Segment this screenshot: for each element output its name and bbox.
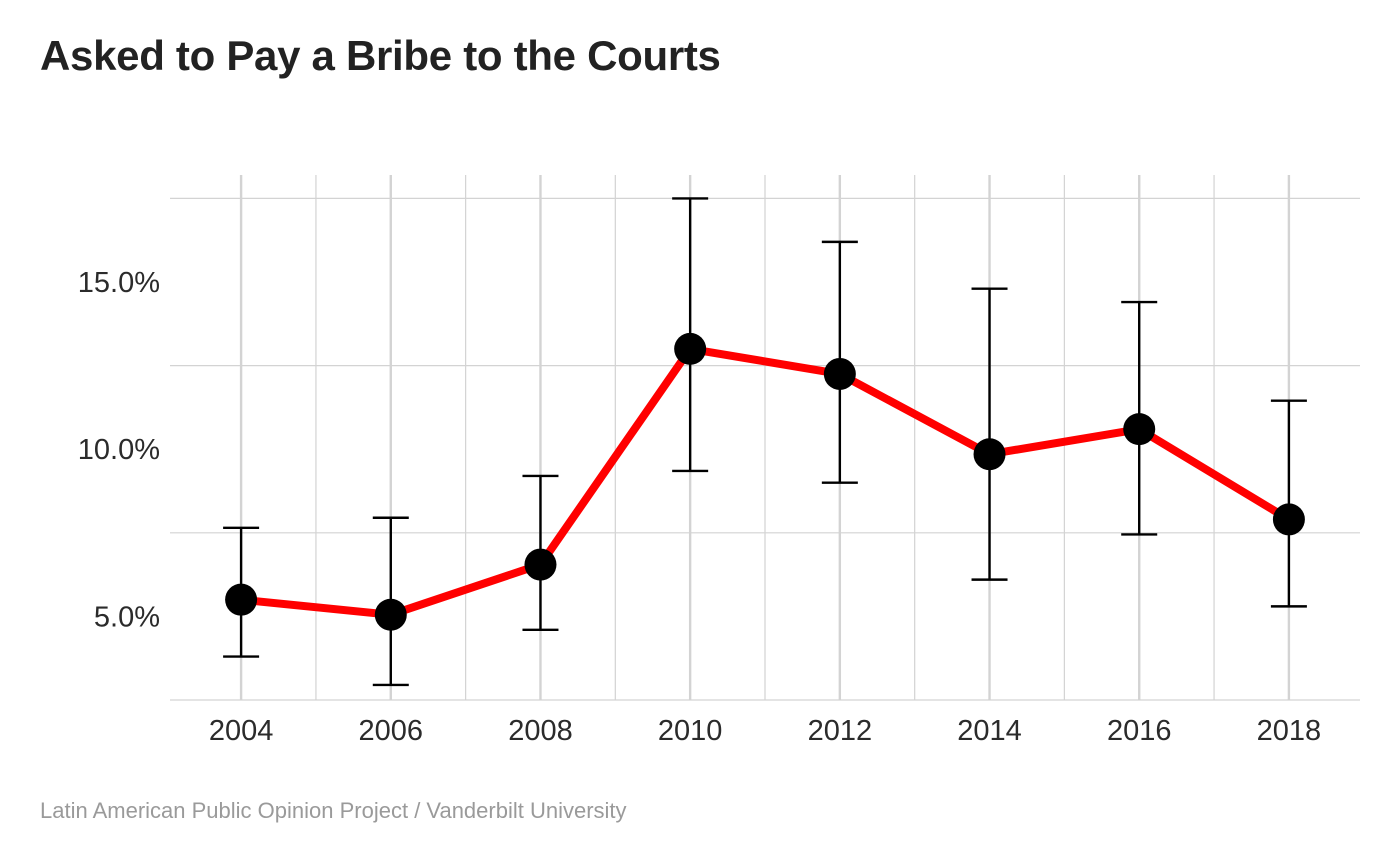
error-bars xyxy=(223,197,1307,687)
series-line xyxy=(237,344,1293,619)
data-point xyxy=(973,438,1006,471)
data-point xyxy=(674,332,707,365)
data-point xyxy=(374,598,407,631)
x-tick-label: 2014 xyxy=(957,715,1022,747)
x-axis-tick-labels: 2004 2006 2008 2010 2012 2014 2016 2018 xyxy=(209,715,1321,747)
source-caption: Latin American Public Opinion Project / … xyxy=(40,798,627,823)
x-tick-label: 2016 xyxy=(1107,715,1172,747)
y-axis-tick-labels: 5.0% 10.0% 15.0% xyxy=(78,267,160,633)
x-tick-label: 2010 xyxy=(658,715,723,747)
data-point xyxy=(524,548,557,581)
y-tick-label: 15.0% xyxy=(78,267,160,299)
data-points xyxy=(225,332,1305,631)
y-tick-label: 10.0% xyxy=(78,434,160,466)
data-point xyxy=(1123,413,1156,446)
grid-lines xyxy=(170,175,1360,701)
x-tick-label: 2008 xyxy=(508,715,573,747)
x-tick-label: 2012 xyxy=(808,715,873,747)
data-point xyxy=(823,357,856,390)
y-tick-label: 5.0% xyxy=(94,601,160,633)
data-point xyxy=(225,583,258,616)
data-point xyxy=(1272,503,1305,536)
chart-title: Asked to Pay a Bribe to the Courts xyxy=(40,32,721,79)
series-line-layer xyxy=(237,344,1293,619)
x-tick-label: 2006 xyxy=(359,715,424,747)
x-tick-label: 2018 xyxy=(1257,715,1322,747)
x-tick-label: 2004 xyxy=(209,715,274,747)
